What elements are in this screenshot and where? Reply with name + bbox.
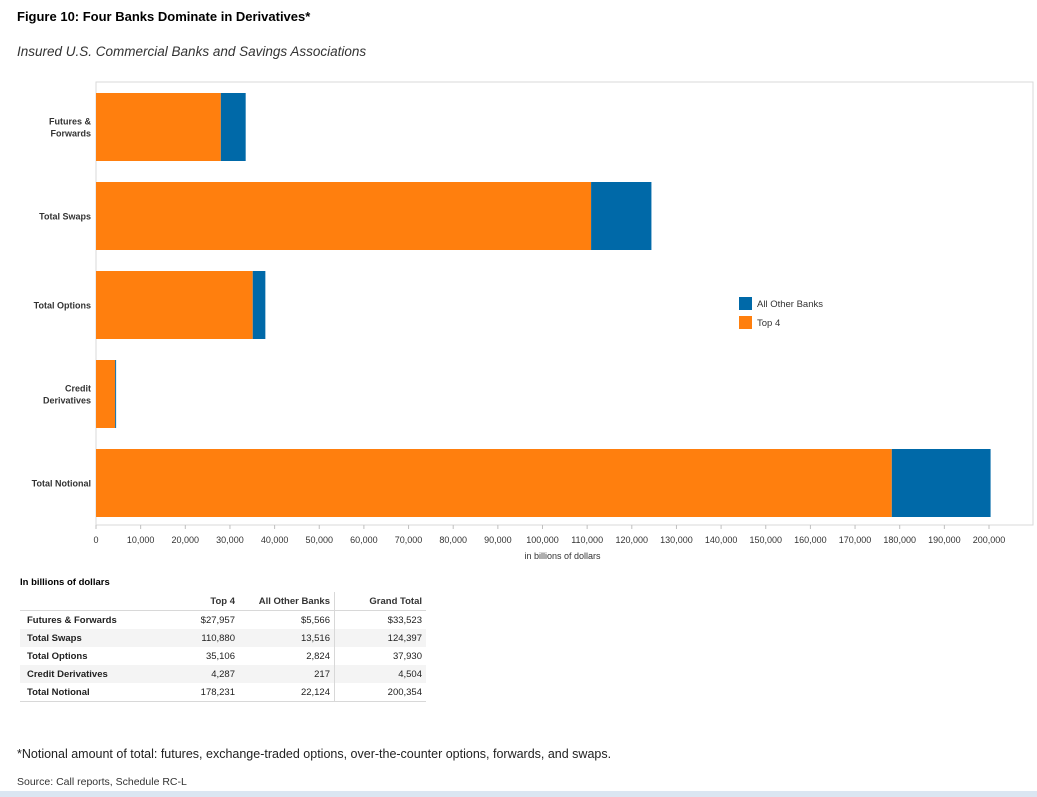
table-row-label: Total Notional <box>20 683 176 702</box>
bar-top4 <box>96 449 892 517</box>
legend-label: Top 4 <box>757 318 780 329</box>
chart-canvas: Futures & Forwards Total Swaps Total Option… <box>32 81 1034 561</box>
table-cell-other-banks: 217 <box>239 665 335 683</box>
table-cell-other-banks: 2,824 <box>306 650 330 662</box>
x-tick-label: 100,000 <box>526 535 559 545</box>
x-tick-label: 40,000 <box>261 535 289 545</box>
bottom-band <box>0 791 1037 797</box>
table-cell-grand-total: 37,930 <box>334 647 426 665</box>
x-tick-label: 140,000 <box>705 535 738 545</box>
table-cell-grand-total: 124,397 <box>334 629 426 647</box>
legend-label: All Other Banks <box>757 299 823 310</box>
x-tick-label: 10,000 <box>127 535 155 545</box>
bar-top4 <box>96 360 116 428</box>
footnote: *Notional amount of total: futures, exch… <box>17 747 612 761</box>
legend-swatch <box>739 316 752 329</box>
table-row-label: Credit Derivatives <box>20 665 176 683</box>
x-tick-label: 30,000 <box>216 535 244 545</box>
source-note: Source: Call reports, Schedule RC-L <box>17 776 187 788</box>
figure-title: Figure 10: Four Banks Dominate in Deriva… <box>17 9 311 24</box>
table-cell-top4: 178,231 <box>176 683 239 702</box>
x-tick-label: 90,000 <box>484 535 512 545</box>
table-row: Total Options 35,106 2,824 37,930 <box>20 647 426 665</box>
stacked-bar-chart: Futures & Forwards Total Swaps Total Option… <box>0 80 1037 575</box>
x-tick-label: 20,000 <box>172 535 200 545</box>
x-tick-label: 130,000 <box>660 535 693 545</box>
table-row-label: Total Options <box>27 650 88 662</box>
data-table: Top 4 All Other Banks Grand Total Future… <box>20 592 426 702</box>
category-label: Total Options <box>34 301 91 311</box>
x-tick-label: 0 <box>93 535 98 545</box>
bar-top4 <box>96 271 253 339</box>
x-tick-label: 200,000 <box>973 535 1006 545</box>
table-cell-top4: 35,106 <box>205 650 235 662</box>
bar-other-banks <box>891 449 991 517</box>
table-cell-grand-total: 200,354 <box>334 683 426 702</box>
table-cell-grand-total: 4,504 <box>334 665 426 683</box>
table-header-top4: Top 4 <box>176 592 239 611</box>
table-header-corner <box>20 592 176 611</box>
x-tick-label: 50,000 <box>305 535 333 545</box>
table-header-other-banks: All Other Banks <box>239 592 335 611</box>
table-caption: In billions of dollars <box>20 577 110 588</box>
x-axis-label: in billions of dollars <box>524 551 601 561</box>
category-label: Total Notional <box>32 479 91 489</box>
table-row: Total Swaps 110,880 13,516 124,397 <box>20 629 426 647</box>
figure-subtitle: Insured U.S. Commercial Banks and Saving… <box>17 44 367 59</box>
category-label: Total Swaps <box>39 212 91 222</box>
bar-top4 <box>96 182 592 250</box>
bar-other-banks <box>252 271 266 339</box>
bar-top4 <box>96 93 221 161</box>
category-label: Credit Derivatives <box>43 384 91 406</box>
table-cell-top4: 110,880 <box>176 629 239 647</box>
bar-other-banks <box>220 93 246 161</box>
table-row-label: Futures & Forwards <box>27 614 117 626</box>
table-cell-other-banks: $5,566 <box>300 614 330 626</box>
x-tick-label: 70,000 <box>395 535 423 545</box>
table-row: Credit Derivatives 4,287 217 4,504 <box>20 665 426 683</box>
legend-swatch <box>739 297 752 310</box>
bar-other-banks <box>591 182 652 250</box>
x-tick-label: 190,000 <box>928 535 961 545</box>
table-row: Total Notional 178,231 22,124 200,354 <box>20 683 426 702</box>
bar-other-banks <box>115 360 117 428</box>
category-label: Futures & Forwards <box>49 117 92 139</box>
x-tick-label: 110,000 <box>571 535 603 545</box>
x-tick-label: 60,000 <box>350 535 378 545</box>
table-header-grand-total: Grand Total <box>334 592 426 611</box>
x-tick-label: 150,000 <box>749 535 782 545</box>
x-tick-label: 170,000 <box>839 535 872 545</box>
table-row-label: Total Swaps <box>20 629 176 647</box>
table-cell-grand-total: $33,523 <box>334 610 426 629</box>
x-tick-label: 160,000 <box>794 535 827 545</box>
x-tick-label: 80,000 <box>439 535 467 545</box>
x-tick-label: 120,000 <box>616 535 649 545</box>
table-cell-top4: 4,287 <box>176 665 239 683</box>
table-cell-other-banks: 13,516 <box>239 629 335 647</box>
table-row: Futures & Forwards $27,957 $5,566 $33,52… <box>20 610 426 629</box>
x-tick-label: 180,000 <box>883 535 916 545</box>
table-cell-top4: $27,957 <box>200 614 235 626</box>
table-cell-other-banks: 22,124 <box>239 683 335 702</box>
table-header-row: Top 4 All Other Banks Grand Total <box>20 592 426 611</box>
